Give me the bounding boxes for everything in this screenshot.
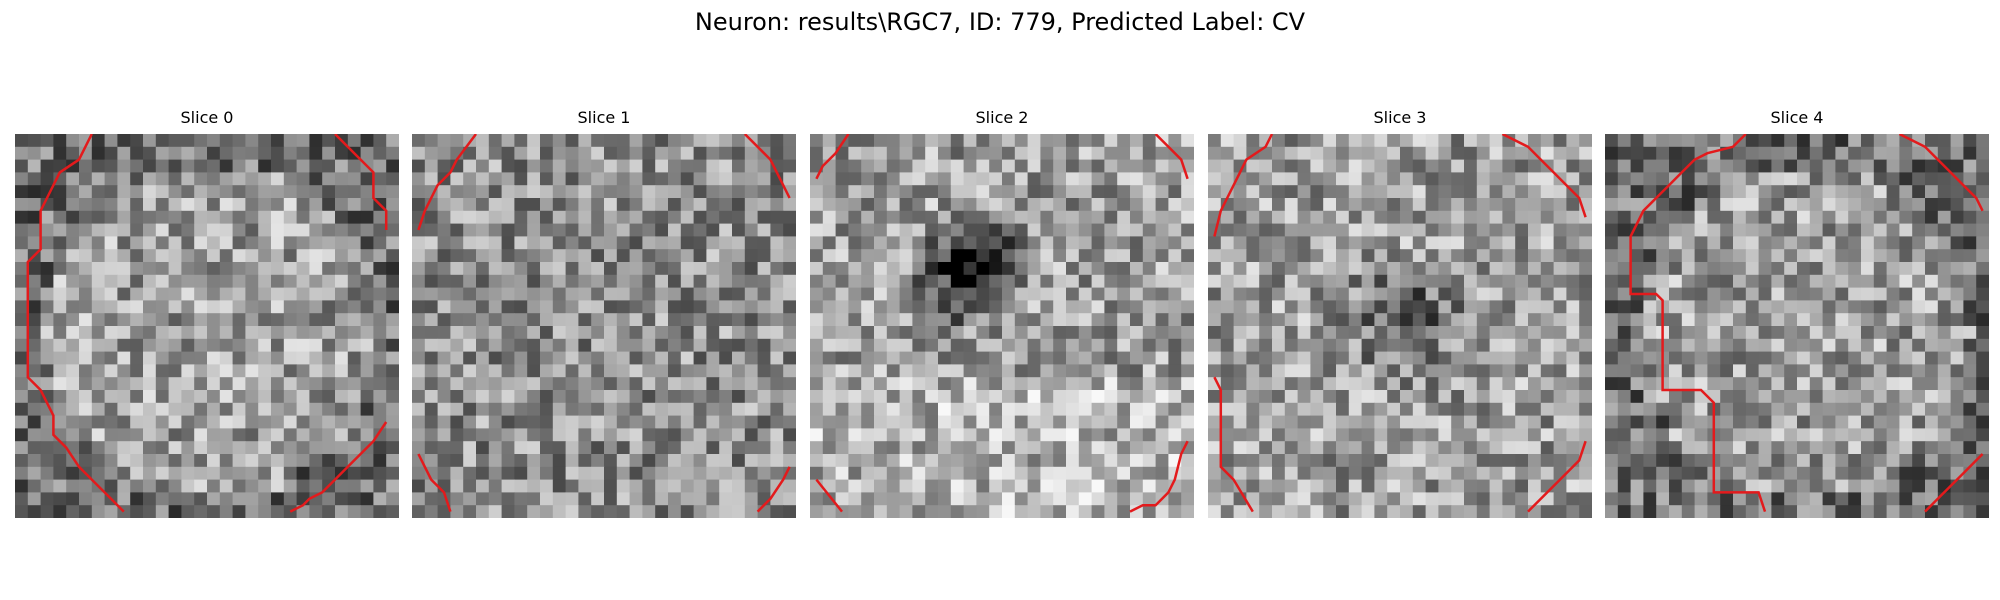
slice-heatmap (15, 134, 399, 518)
slice-title: Slice 2 (810, 108, 1194, 127)
slice-image (15, 134, 399, 518)
figure-title: Neuron: results\RGC7, ID: 779, Predicted… (0, 8, 2000, 36)
slice-image (1605, 134, 1989, 518)
slice-title: Slice 4 (1605, 108, 1989, 127)
slice-heatmap (412, 134, 796, 518)
slice-title: Slice 0 (15, 108, 399, 127)
slice-heatmap (1605, 134, 1989, 518)
slice-heatmap (1208, 134, 1592, 518)
slice-title: Slice 3 (1208, 108, 1592, 127)
slice-image (1208, 134, 1592, 518)
slice-heatmap (810, 134, 1194, 518)
slice-title: Slice 1 (412, 108, 796, 127)
slice-image (412, 134, 796, 518)
slice-image (810, 134, 1194, 518)
